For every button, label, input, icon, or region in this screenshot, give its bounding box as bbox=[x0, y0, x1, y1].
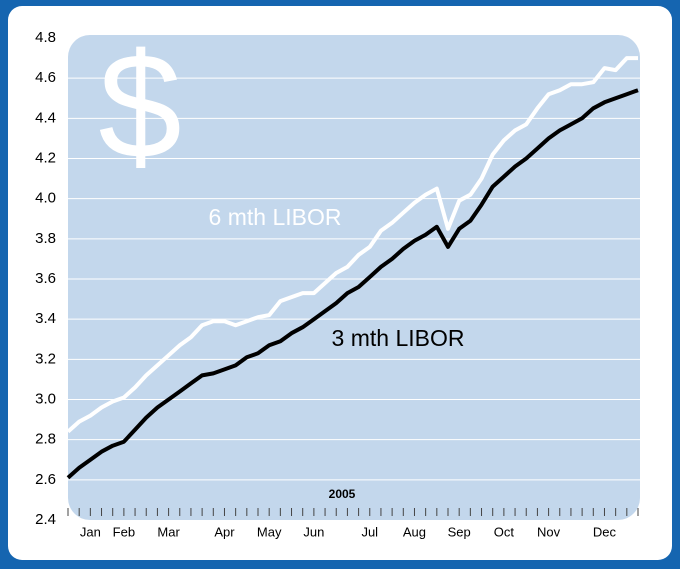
x-tick-label: Jul bbox=[361, 524, 378, 539]
y-tick-label: 3.0 bbox=[35, 390, 56, 407]
plot-background bbox=[68, 35, 640, 520]
y-tick-label: 4.2 bbox=[35, 149, 56, 166]
y-tick-label: 4.8 bbox=[35, 29, 56, 46]
y-tick-label: 2.4 bbox=[35, 511, 56, 528]
x-tick-label: Apr bbox=[214, 524, 235, 539]
x-tick-label: Nov bbox=[537, 524, 561, 539]
y-tick-label: 3.8 bbox=[35, 230, 56, 247]
x-tick-label: Aug bbox=[403, 524, 426, 539]
y-tick-label: 2.6 bbox=[35, 471, 56, 488]
x-tick-label: Sep bbox=[448, 524, 471, 539]
series-label: 6 mth LIBOR bbox=[209, 204, 342, 230]
dollar-symbol: $ bbox=[98, 22, 181, 190]
y-tick-label: 4.4 bbox=[35, 109, 56, 126]
x-axis-label: 2005 bbox=[329, 487, 356, 501]
series-label: 3 mth LIBOR bbox=[332, 325, 465, 351]
x-tick-label: Dec bbox=[593, 524, 617, 539]
y-tick-label: 4.6 bbox=[35, 69, 56, 86]
y-tick-label: 3.6 bbox=[35, 270, 56, 287]
y-tick-label: 3.4 bbox=[35, 310, 56, 327]
series-line bbox=[66, 88, 639, 480]
y-tick-label: 4.0 bbox=[35, 190, 56, 207]
y-tick-label: 2.8 bbox=[35, 431, 56, 448]
x-tick-label: Mar bbox=[157, 524, 180, 539]
series-line bbox=[66, 56, 638, 434]
x-tick-label: Feb bbox=[113, 524, 135, 539]
x-tick-label: Jan bbox=[80, 524, 101, 539]
x-tick-label: Oct bbox=[494, 524, 515, 539]
x-tick-label: May bbox=[257, 524, 282, 539]
x-tick-label: Jun bbox=[303, 524, 324, 539]
y-tick-label: 3.2 bbox=[35, 350, 56, 367]
